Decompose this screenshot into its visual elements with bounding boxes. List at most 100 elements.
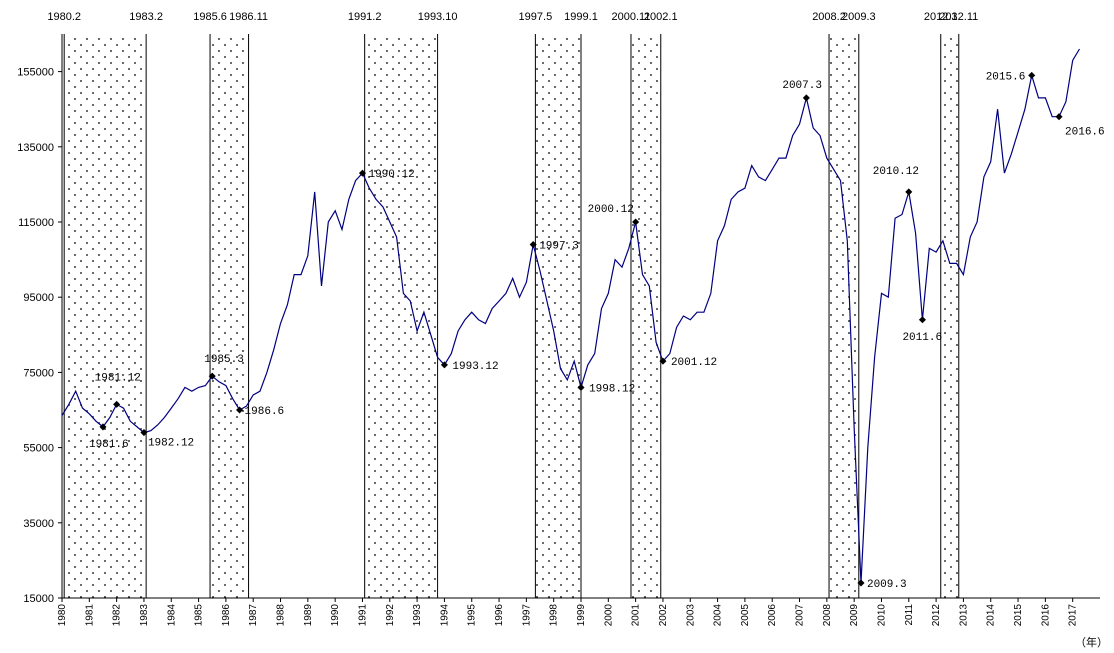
x-tick-label: 1989	[303, 604, 314, 627]
data-point-marker	[529, 241, 537, 249]
x-tick-label: 2001	[631, 604, 642, 627]
shaded-period	[210, 34, 249, 598]
x-unit-label: （年）	[1075, 635, 1108, 649]
period-boundary-label: 1980.2	[47, 11, 81, 23]
period-boundary-label: 2012.3	[924, 11, 958, 23]
x-tick-label: 1996	[494, 604, 505, 627]
period-boundary-label: 1991.2	[348, 11, 382, 23]
period-boundary-label: 1983.2	[129, 11, 163, 23]
x-tick-label: 2009	[849, 604, 860, 627]
period-boundary-label: 1997.5	[519, 11, 553, 23]
x-tick-label: 2011	[904, 604, 915, 626]
data-point-marker	[905, 188, 913, 196]
period-boundary-label: 1986.11	[229, 11, 268, 23]
data-point-marker	[918, 316, 926, 324]
x-tick-label: 2008	[822, 604, 833, 627]
period-boundary-label: 2009.3	[842, 11, 876, 23]
x-tick-label: 2010	[876, 604, 887, 627]
data-label: 2010.12	[873, 166, 919, 178]
data-point-marker	[358, 169, 367, 177]
x-tick-label: 1997	[521, 604, 532, 627]
x-tick-label: 1988	[276, 604, 287, 627]
y-tick-label: 135000	[17, 142, 54, 154]
x-tick-label: 1993	[412, 604, 423, 627]
data-label: 1981.12	[95, 372, 141, 384]
data-label: 2016.6	[1065, 127, 1105, 139]
data-point-marker	[440, 361, 448, 369]
data-label: 2007.3	[782, 80, 822, 92]
data-label: 1997.3	[539, 241, 579, 253]
data-label: 1993.12	[452, 361, 498, 373]
x-tick-label: 2003	[685, 604, 696, 627]
data-label: 1985.3	[204, 354, 244, 366]
period-boundary-label: 2008.2	[812, 11, 846, 23]
x-tick-label: 1983	[139, 604, 150, 627]
x-tick-label: 2007	[795, 604, 806, 627]
data-label: 2009.3	[867, 579, 907, 591]
x-tick-label: 2005	[740, 604, 751, 627]
period-boundary-labels: 1980.2 1983.2 1985.6 1986.11 1991.2 1993.10 19…	[47, 11, 978, 23]
period-boundary-label: 2000.11	[612, 11, 651, 23]
x-tick-label: 2017	[1068, 604, 1079, 627]
data-point-marker	[802, 94, 810, 102]
y-tick-label: 15000	[23, 593, 54, 605]
y-tick-label: 115000	[18, 217, 54, 229]
x-tick-label: 1984	[166, 604, 177, 627]
x-tick-label: 2014	[986, 604, 997, 627]
period-boundary-label: 2012.11	[939, 11, 978, 23]
x-tick-label: 1981	[84, 604, 95, 627]
x-tick-label: 2015	[1013, 604, 1024, 627]
data-point-marker	[632, 218, 640, 226]
shaded-period	[364, 34, 438, 598]
y-tick-label: 155000	[17, 67, 54, 79]
annotations: 1981.12 1981.6 1982.12 1985.3 1986.6 1990.12 1…	[89, 71, 1105, 591]
x-tick-label: 1986	[221, 604, 232, 627]
data-point-marker	[99, 423, 107, 431]
x-tick-label: 2016	[1040, 604, 1051, 627]
data-label: 1986.6	[245, 406, 285, 418]
x-tick-label: 1982	[112, 604, 123, 627]
data-point-marker	[659, 357, 667, 365]
x-tick-label: 1980	[57, 604, 68, 627]
period-boundary-label: 1985.6	[193, 11, 227, 23]
y-tick-label: 95000	[23, 292, 54, 304]
x-tick-label: 1992	[385, 604, 396, 627]
x-tick-label: 2006	[767, 604, 778, 627]
data-label: 2011.6	[902, 332, 942, 344]
x-tick-label: 1995	[467, 604, 478, 627]
axes: 15000 35000 55000 75000 95000 115000 135000 155…	[17, 34, 1100, 626]
x-tick-label: 1990	[330, 604, 341, 627]
x-tick-label: 2012	[931, 604, 942, 627]
x-tick-label: 1999	[576, 604, 587, 627]
x-tick-label: 2004	[713, 604, 724, 627]
data-point-marker	[113, 400, 121, 408]
data-label: 1981.6	[89, 439, 129, 451]
data-label: 2001.12	[671, 357, 717, 369]
x-tick-label: 1994	[439, 604, 450, 627]
shaded-period	[630, 34, 661, 598]
data-label: 1990.12	[368, 169, 414, 181]
data-point-marker	[577, 383, 585, 391]
x-tick-label: 1991	[357, 604, 368, 627]
shaded-period	[64, 34, 147, 598]
period-boundary-label: 1993.10	[418, 11, 458, 23]
x-tick-label: 1998	[549, 604, 560, 627]
data-label: 2015.6	[986, 71, 1026, 83]
y-tick-label: 55000	[23, 443, 54, 455]
period-boundary-label: 2002.1	[644, 11, 678, 23]
x-tick-label: 1985	[194, 604, 205, 627]
data-point-marker	[140, 429, 148, 437]
x-tick-label: 2013	[958, 604, 969, 627]
shaded-period	[940, 34, 959, 598]
series-line	[61, 48, 1081, 584]
x-tick-label: 1987	[248, 604, 259, 627]
data-point-marker	[208, 372, 216, 380]
shaded-period	[829, 34, 859, 598]
data-label: 1998.12	[589, 383, 635, 395]
y-tick-label: 35000	[23, 518, 54, 530]
x-tick-label: 2002	[658, 604, 669, 627]
shaded-periods	[63, 34, 960, 598]
period-boundary-label: 1999.1	[564, 11, 598, 23]
